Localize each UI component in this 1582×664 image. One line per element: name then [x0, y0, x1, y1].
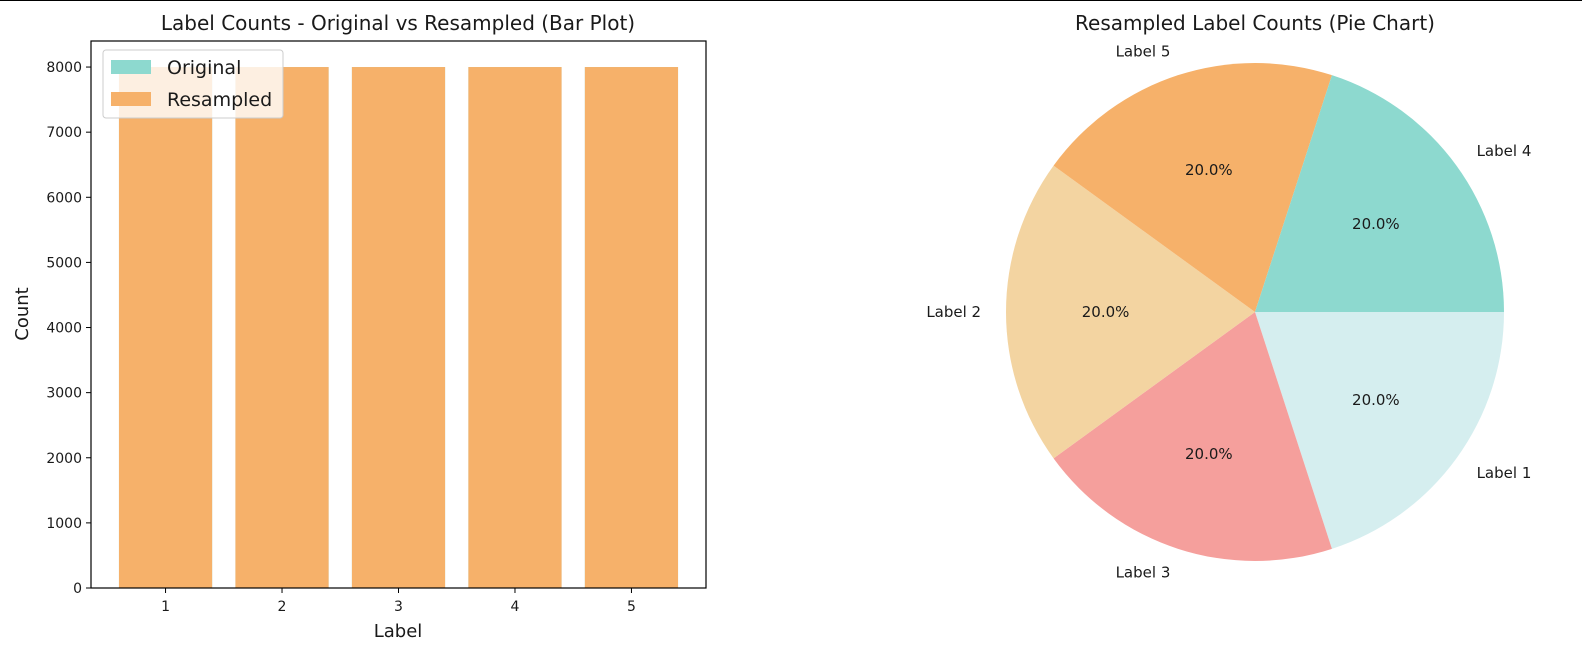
x-tick-label: 2: [278, 599, 287, 615]
bar-resampled-4: [468, 67, 562, 589]
bar-resampled-5: [584, 67, 679, 589]
pie-slice-label-5: [1053, 62, 1332, 312]
pie-slice-label-3: [1053, 312, 1332, 561]
bar-resampled-1: [118, 67, 213, 589]
bar-chart-y-axis-label: Count: [12, 287, 33, 340]
pie-category-label-label-5: Label 5: [1116, 43, 1171, 61]
y-tick-label: 3000: [46, 386, 82, 402]
y-tick-label: 0: [73, 581, 82, 597]
bar-chart-plot-area: 0 1000 2000 3000 4000 5000 6000 7000 8000 1 2 3 4 5 Or…: [46, 40, 707, 615]
bar-chart-title: Label Counts - Original vs Resampled (Ba…: [161, 11, 635, 35]
x-tick-label: 1: [161, 599, 170, 615]
x-tick-label: 5: [627, 599, 636, 615]
pie-chart-title: Resampled Label Counts (Pie Chart): [1075, 11, 1435, 35]
y-tick-label: 8000: [46, 60, 82, 76]
x-tick-label: 4: [511, 599, 520, 615]
y-tick-label: 6000: [46, 190, 82, 206]
pie-slice-label-2: [1006, 165, 1255, 459]
y-tick-label: 7000: [46, 125, 82, 141]
pie-slice-label-1: [1255, 312, 1504, 549]
legend-swatch-resampled: [111, 92, 151, 106]
bar-resampled-2: [235, 67, 329, 589]
pie-category-label-label-2: Label 2: [926, 303, 981, 321]
pie-pct-label-label-1: 20.0%: [1352, 391, 1400, 409]
legend-label-original: Original: [167, 57, 241, 79]
bar-chart-legend: Original Resampled: [102, 49, 284, 119]
legend-swatch-original: [111, 60, 151, 74]
pie-chart-plot-area: 20.0% Label 1 20.0% Label 3 20.0% Label 2 20.0…: [926, 43, 1531, 582]
pie-pct-label-label-3: 20.0%: [1185, 445, 1233, 463]
y-tick-label: 4000: [46, 321, 82, 337]
x-tick-label: 3: [394, 599, 403, 615]
pie-category-label-label-1: Label 1: [1477, 464, 1532, 482]
y-tick-label: 2000: [46, 451, 82, 467]
pie-pct-label-label-5: 20.0%: [1185, 161, 1233, 179]
pie-category-label-label-3: Label 3: [1116, 563, 1171, 581]
bar-chart-x-axis-label: Label: [374, 621, 423, 642]
pie-category-label-label-4: Label 4: [1477, 142, 1532, 160]
legend-label-resampled: Resampled: [167, 89, 272, 111]
pie-pct-label-label-2: 20.0%: [1082, 303, 1130, 321]
figure-top-border: [0, 0, 1582, 1]
bar-resampled-3: [351, 67, 446, 589]
pie-slice-label-4: [1255, 75, 1504, 313]
pie-pct-label-label-4: 20.0%: [1352, 215, 1400, 233]
y-tick-label: 1000: [46, 516, 82, 532]
y-tick-label: 5000: [46, 255, 82, 271]
